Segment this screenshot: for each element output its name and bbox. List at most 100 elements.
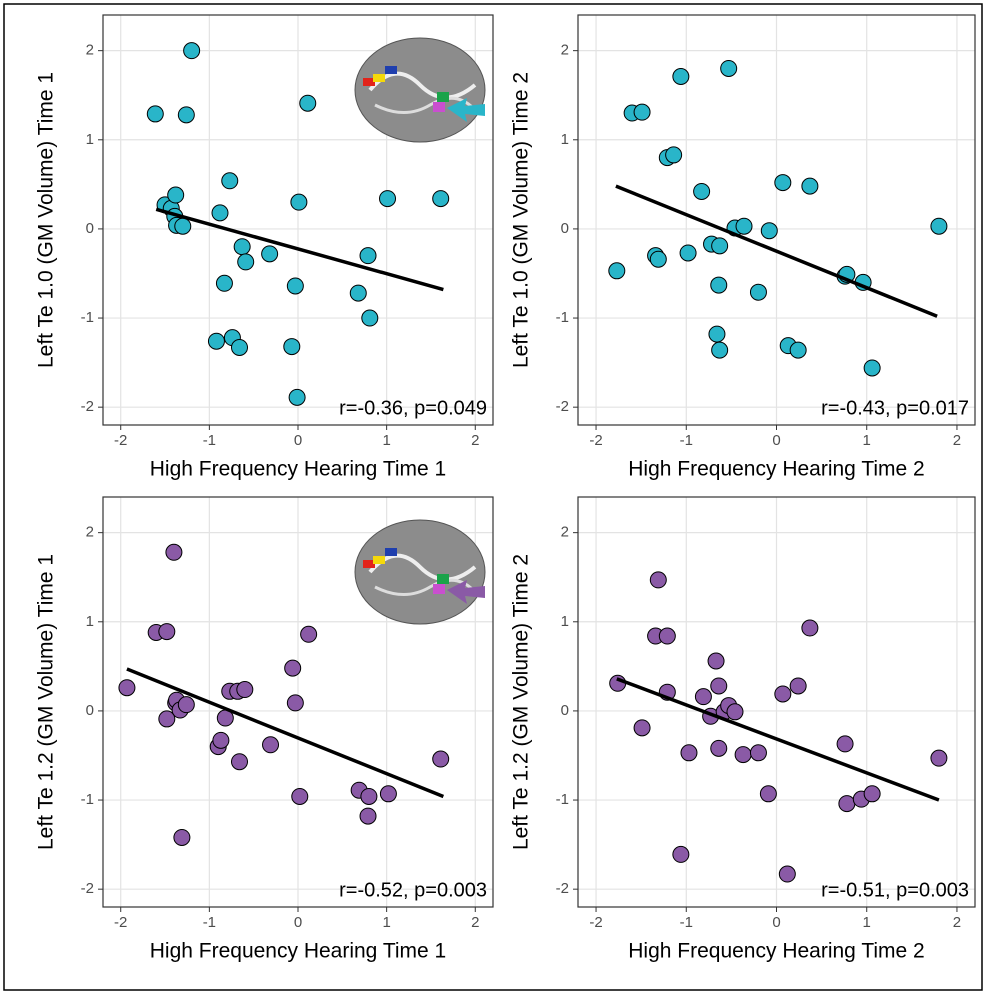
point — [789, 341, 807, 359]
x-axis-title: High Frequency Hearing Time 2 — [628, 940, 924, 963]
y-tick-label: 0 — [561, 702, 569, 719]
point — [291, 787, 309, 805]
point — [290, 193, 308, 211]
y-tick-label: -2 — [81, 398, 94, 415]
fit-line — [126, 667, 445, 799]
y-tick-label: 2 — [86, 524, 94, 541]
y-tick-label: 0 — [86, 702, 94, 719]
x-tick-label: 0 — [772, 432, 780, 449]
y-tick-label: 0 — [86, 220, 94, 237]
x-tick-label: -1 — [680, 914, 693, 931]
point — [262, 736, 280, 754]
point — [710, 739, 728, 757]
x-axis-title: High Frequency Hearing Time 1 — [150, 458, 446, 481]
x-tick-label: -1 — [203, 432, 216, 449]
brain-inset — [354, 37, 486, 143]
point — [299, 94, 317, 112]
point — [360, 787, 378, 805]
point — [286, 694, 304, 712]
x-tick-label: 2 — [953, 914, 961, 931]
point — [720, 59, 738, 77]
x-tick-label: 0 — [294, 432, 302, 449]
x-tick-label: 1 — [863, 432, 871, 449]
point — [165, 543, 183, 561]
fit-line — [616, 677, 940, 802]
point — [233, 238, 251, 256]
x-axis-title: High Frequency Hearing Time 2 — [628, 458, 924, 481]
point — [284, 659, 302, 677]
point — [649, 571, 667, 589]
annotation: r=-0.43, p=0.017 — [821, 397, 969, 419]
point — [231, 338, 248, 356]
point — [432, 750, 450, 768]
point — [759, 785, 777, 803]
point — [710, 677, 728, 695]
point — [173, 828, 191, 846]
point — [778, 865, 796, 883]
fit-line — [615, 184, 938, 318]
point — [863, 359, 881, 377]
x-tick-label: -2 — [114, 914, 127, 931]
x-tick-label: 2 — [471, 432, 479, 449]
point — [672, 845, 690, 863]
y-tick-label: -1 — [556, 791, 569, 808]
point — [286, 277, 304, 295]
x-tick-label: 1 — [382, 914, 390, 931]
y-tick-label: 2 — [561, 42, 569, 59]
point — [349, 284, 367, 302]
point — [774, 174, 792, 192]
point — [801, 619, 819, 637]
annotation: r=-0.52, p=0.003 — [339, 879, 487, 901]
point — [261, 245, 279, 263]
point — [760, 222, 778, 240]
point — [711, 237, 729, 255]
x-tick-label: -2 — [589, 914, 602, 931]
y-axis-title: Left Te 1.2 (GM Volume) Time 2 — [510, 554, 533, 850]
point — [379, 785, 397, 803]
x-tick-label: -1 — [203, 914, 216, 931]
point — [680, 744, 698, 762]
point — [207, 332, 225, 350]
point — [359, 807, 377, 825]
y-tick-label: -1 — [556, 309, 569, 326]
point — [288, 388, 306, 406]
point — [300, 625, 318, 643]
point — [789, 677, 807, 695]
point — [649, 250, 667, 268]
point — [711, 341, 729, 359]
y-tick-label: 1 — [561, 613, 569, 630]
y-axis-title: Left Te 1.0 (GM Volume) Time 1 — [35, 72, 58, 368]
annotation: r=-0.36, p=0.049 — [339, 397, 487, 419]
point — [838, 795, 856, 813]
point — [237, 253, 255, 271]
point — [379, 190, 397, 208]
point — [672, 68, 690, 85]
fit-line — [155, 207, 444, 292]
point — [361, 309, 379, 327]
y-tick-label: -2 — [556, 880, 569, 897]
point — [211, 204, 229, 222]
y-tick-label: 2 — [86, 42, 94, 59]
y-tick-label: 1 — [561, 131, 569, 148]
point — [231, 753, 248, 771]
point — [708, 325, 726, 343]
point — [608, 262, 626, 280]
y-tick-label: 2 — [561, 524, 569, 541]
x-tick-label: 1 — [863, 914, 871, 931]
point — [693, 182, 711, 200]
point — [633, 103, 651, 121]
point — [167, 186, 185, 204]
y-tick-label: -2 — [556, 398, 569, 415]
y-tick-label: -2 — [81, 880, 94, 897]
brain-inset — [354, 519, 486, 625]
y-axis-title: Left Te 1.2 (GM Volume) Time 1 — [35, 554, 58, 850]
plot-border — [577, 14, 976, 426]
point — [221, 172, 239, 190]
point — [694, 688, 712, 706]
point — [726, 703, 744, 721]
point — [665, 146, 683, 164]
point — [734, 746, 752, 764]
y-tick-label: 1 — [86, 131, 94, 148]
point — [158, 623, 176, 641]
point — [679, 244, 697, 262]
